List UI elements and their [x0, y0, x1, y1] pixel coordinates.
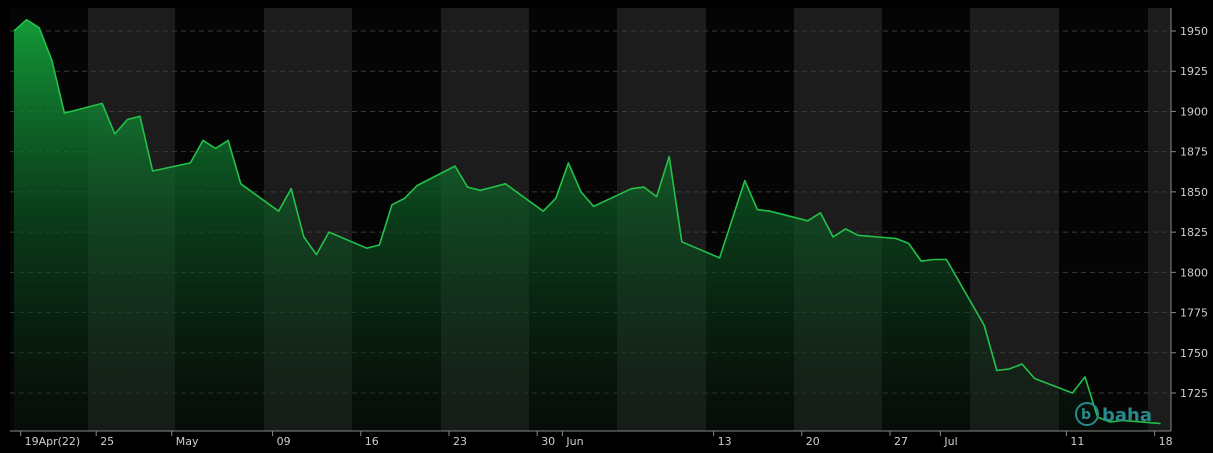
x-tick-label: 16 — [365, 435, 379, 448]
y-tick-label: 1825 — [1180, 226, 1208, 239]
baha-logo-letter: b — [1081, 407, 1091, 423]
y-tick-label: 1925 — [1180, 65, 1208, 78]
y-tick-label: 1750 — [1180, 347, 1208, 360]
x-tick-label: Jun — [565, 435, 583, 448]
y-tick-label: 1875 — [1180, 146, 1208, 159]
x-tick-label: 11 — [1070, 435, 1084, 448]
y-tick-label: 1900 — [1180, 105, 1208, 118]
x-tick-label: 19Apr(22) — [25, 435, 81, 448]
price-area-fill — [14, 19, 1161, 431]
week-band — [1148, 8, 1171, 431]
y-tick-label: 1775 — [1180, 307, 1208, 320]
x-tick-label: 09 — [277, 435, 291, 448]
x-tick-label: 23 — [453, 435, 467, 448]
baha-watermark: baha — [1102, 405, 1152, 426]
x-tick-label: 13 — [718, 435, 732, 448]
x-tick-label: May — [176, 435, 199, 448]
x-tick-label: 18 — [1159, 435, 1173, 448]
y-tick-label: 1850 — [1180, 186, 1208, 199]
x-tick-label: 27 — [894, 435, 908, 448]
x-tick-label: Jul — [943, 435, 957, 448]
x-tick-label: 30 — [541, 435, 555, 448]
y-tick-label: 1725 — [1180, 387, 1208, 400]
x-tick-label: 25 — [100, 435, 114, 448]
price-line — [13, 18, 1161, 425]
week-band — [1059, 8, 1148, 431]
y-tick-label: 1950 — [1180, 25, 1208, 38]
x-axis-background — [0, 432, 1213, 449]
y-tick-label: 1800 — [1180, 266, 1208, 279]
x-tick-label: 20 — [806, 435, 820, 448]
baha-logo-icon — [1075, 402, 1099, 426]
